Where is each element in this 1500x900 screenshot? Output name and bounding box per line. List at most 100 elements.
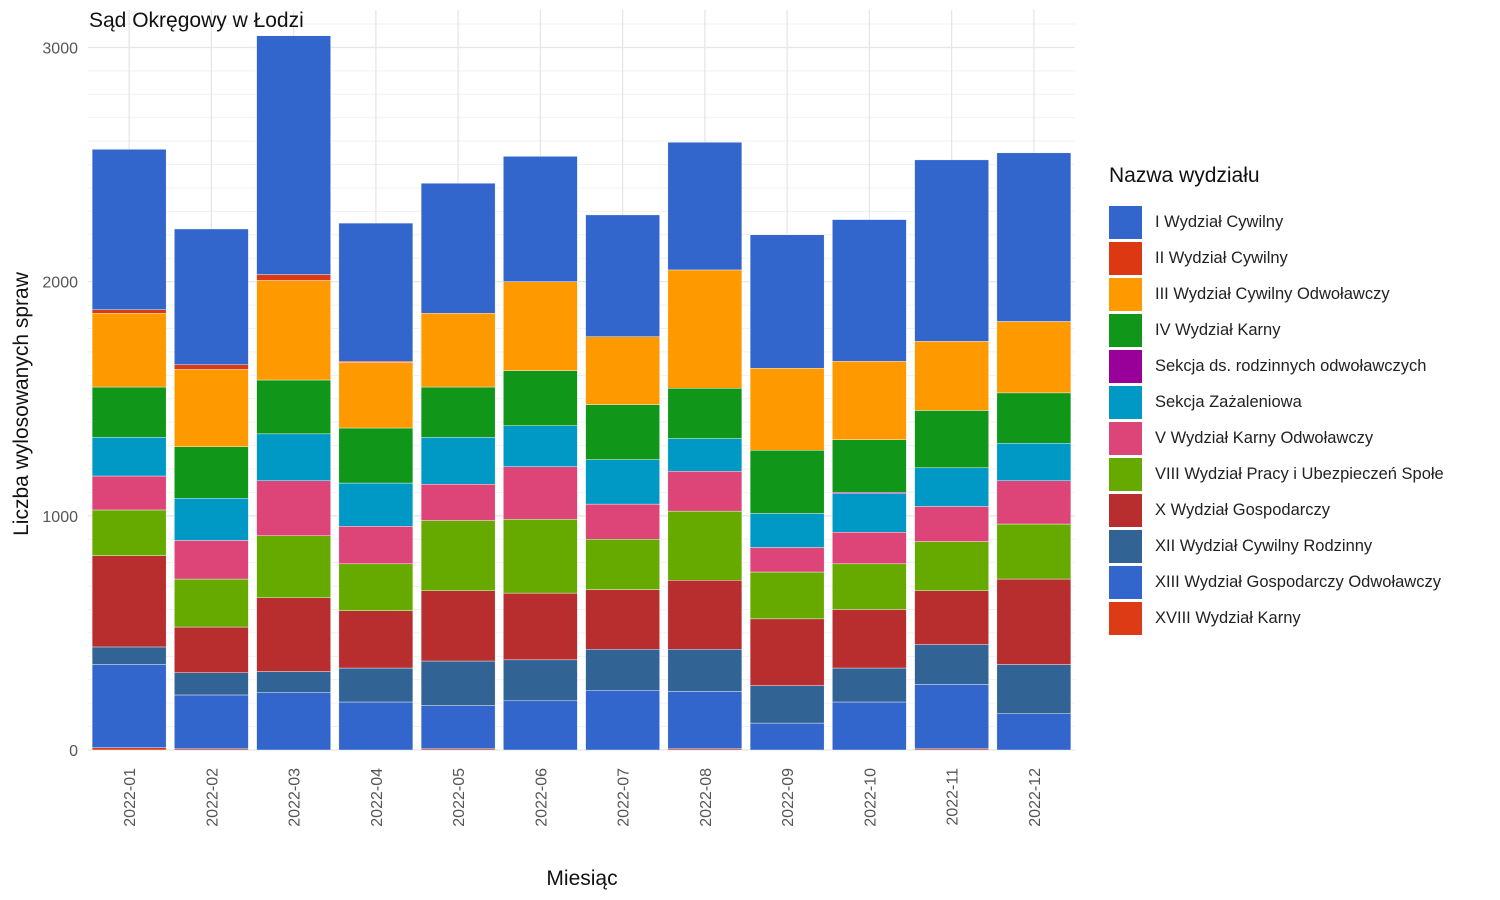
bar-segment [585, 589, 660, 650]
x-axis-title: Miesiąc [546, 867, 617, 890]
bar-segment [914, 159, 989, 342]
bar-segment [667, 691, 743, 750]
bar-segment [832, 361, 907, 440]
legend-items: I Wydział Cywilny II Wydział Cywilny III W… [1109, 204, 1444, 636]
bar-segment [585, 503, 660, 540]
bar-segment [420, 183, 496, 314]
bar-segment [996, 321, 1072, 394]
bar-segment [174, 626, 249, 673]
legend-label: V Wydział Karny Odwoławczy [1155, 428, 1374, 447]
bar-segment [91, 509, 167, 556]
bar-segment [420, 590, 496, 662]
legend-item: XVIII Wydział Karny [1109, 600, 1444, 636]
bar-segment [256, 597, 331, 672]
bar-segment [749, 685, 825, 724]
bar-segment [749, 722, 825, 751]
bar-segment [420, 520, 496, 591]
bar-segment [914, 684, 989, 750]
legend: Nazwa wydziału I Wydział Cywilny II Wydzi… [1109, 164, 1444, 636]
legend-swatch [1109, 457, 1142, 491]
x-tick-label: 2022-09 [780, 768, 797, 827]
bar-segment [256, 280, 331, 381]
bar-segment [338, 563, 414, 611]
bar-segment [338, 362, 414, 429]
legend-title: Nazwa wydziału [1109, 164, 1260, 187]
bar-segment [914, 506, 989, 542]
bar-segment [749, 571, 825, 620]
bar-segment [91, 309, 167, 314]
bar-segment [256, 35, 331, 275]
bar-segment [91, 555, 167, 648]
bar-segment [749, 450, 825, 514]
bar-segment [174, 694, 249, 750]
bar-segment [174, 578, 249, 628]
bar-segment [256, 274, 331, 281]
x-tick-label: 2022-06 [533, 768, 550, 827]
legend-label: Sekcja ds. rodzinnych odwoławczych [1155, 356, 1427, 375]
bar-segment [667, 580, 743, 650]
bar-segment [174, 364, 249, 370]
bar-segment [174, 369, 249, 447]
bar-segment [338, 701, 414, 751]
legend-swatch [1109, 349, 1142, 383]
bar-segment [256, 671, 331, 693]
legend-item: III Wydział Cywilny Odwoławczy [1109, 276, 1444, 312]
bar-segment [256, 433, 331, 481]
bar-segment [914, 410, 989, 469]
bar-segment [749, 618, 825, 686]
legend-item: X Wydział Gospodarczy [1109, 492, 1444, 528]
bar-segment [585, 459, 660, 505]
bar-segment [832, 219, 907, 362]
y-tick-label: 3000 [42, 40, 78, 57]
x-tick-label: 2022-05 [451, 768, 468, 827]
bar-segment [996, 664, 1072, 714]
bar-segment [174, 672, 249, 696]
legend-item: II Wydział Cywilny [1109, 240, 1444, 276]
bar-segment [914, 341, 989, 411]
bar-segment [749, 547, 825, 573]
bar-segment [256, 535, 331, 598]
x-tick-label: 2022-11 [945, 768, 962, 826]
legend-label: XIII Wydział Gospodarczy Odwoławczy [1155, 572, 1441, 591]
bar-segment [996, 392, 1072, 444]
bar-segment [91, 646, 167, 665]
bar-segment [420, 660, 496, 706]
legend-item: Sekcja Zażaleniowa [1109, 384, 1444, 420]
y-tick-labels: 0 1000 2000 3000 [42, 40, 78, 760]
legend-label: XII Wydział Cywilny Rodzinny [1155, 536, 1373, 555]
bar-segment [585, 649, 660, 691]
bar-segment [91, 437, 167, 477]
bar-segment [174, 446, 249, 499]
bar-segment [420, 705, 496, 750]
x-tick-label: 2022-07 [616, 768, 633, 827]
bar-segment [667, 510, 743, 581]
y-axis-title: Liczba wylosowanych spraw [10, 271, 33, 536]
bar-segment [420, 437, 496, 485]
bar-segment [91, 747, 167, 751]
legend-label: Sekcja Zażaleniowa [1155, 392, 1302, 411]
bar-segment [667, 649, 743, 692]
x-tick-label: 2022-01 [122, 768, 139, 827]
bar-segment [91, 386, 167, 438]
bar-segment [91, 475, 167, 511]
bar-segment [832, 609, 907, 669]
bar-segment [667, 387, 743, 439]
y-tick-label: 1000 [42, 509, 78, 526]
bar-segment [503, 700, 578, 751]
bar-segment [749, 368, 825, 451]
bar-segment [585, 404, 660, 460]
x-tick-label: 2022-03 [287, 768, 304, 827]
y-tick-label: 2000 [42, 275, 78, 292]
bar-segment [174, 228, 249, 365]
legend-item: V Wydział Karny Odwoławczy [1109, 420, 1444, 456]
legend-swatch [1109, 277, 1142, 311]
legend-item: IV Wydział Karny [1109, 312, 1444, 348]
bar-segment [996, 578, 1072, 665]
legend-item: Sekcja ds. rodzinnych odwoławczych [1109, 348, 1444, 384]
bar-segment [420, 386, 496, 438]
x-tick-label: 2022-08 [698, 768, 715, 827]
bar-segment [996, 152, 1072, 322]
x-tick-label: 2022-10 [862, 768, 879, 827]
bar-segment [503, 425, 578, 467]
